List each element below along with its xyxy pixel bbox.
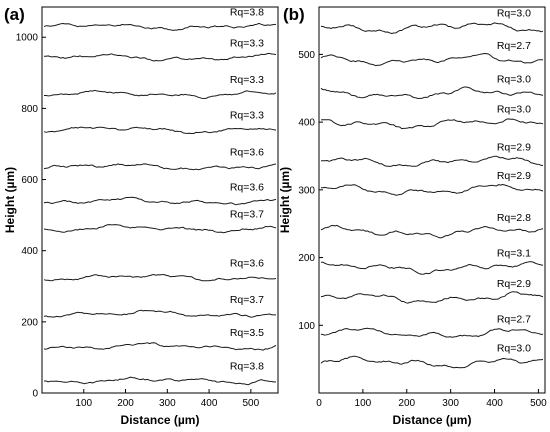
profile-line (320, 327, 544, 338)
plot-frame (318, 6, 546, 394)
x-tick-label: 0 (316, 398, 322, 409)
profile-line (321, 261, 544, 275)
y-tick-label: 300 (298, 185, 315, 196)
rq-label: Rq=2.7 (497, 313, 531, 325)
profile-line (43, 196, 277, 206)
profile-line (321, 155, 544, 167)
y-tick-label: 200 (21, 317, 38, 328)
y-tick-label: 1000 (16, 33, 39, 44)
y-tick-label: 400 (298, 118, 315, 129)
x-tick-label: 100 (75, 398, 92, 409)
profile-line (320, 355, 544, 369)
y-axis-label: Height (µm) (278, 167, 292, 233)
rq-label: Rq=3.0 (497, 343, 531, 355)
profile-line (43, 126, 277, 134)
rq-label: Rq=3.3 (230, 74, 264, 86)
panel-a: (a) 100 200 300 400 500 0 200 400 600 800 1000 Dista… (3, 5, 279, 427)
plot-frame (41, 6, 279, 394)
rq-label: Rq=2.8 (497, 212, 531, 224)
profile-line (44, 376, 277, 386)
rq-label: Rq=2.7 (497, 40, 531, 52)
profile-line (43, 309, 276, 318)
panel-label: (b) (283, 5, 305, 24)
x-tick-label: 500 (530, 398, 547, 409)
x-tick-label: 400 (201, 398, 218, 409)
rq-label: Rq=3.3 (230, 110, 264, 122)
profile-line (320, 22, 544, 34)
rq-label: Rq=3.0 (497, 74, 531, 86)
rq-label: Rq=3.5 (230, 327, 264, 339)
y-tick-label: 500 (298, 50, 315, 61)
x-tick-label: 300 (159, 398, 176, 409)
profile-line (43, 163, 277, 171)
rq-label: Rq=3.6 (230, 257, 264, 269)
panel-b: (b) 0 100 200 300 400 500 100 200 300 400 500 Distan… (278, 5, 547, 427)
rq-label: Rq=3.3 (230, 38, 264, 50)
profile-line (43, 53, 277, 62)
rq-label: Rq=3.7 (230, 294, 264, 306)
rq-label: Rq=3.7 (230, 209, 264, 221)
x-tick-label: 300 (442, 398, 459, 409)
profile-line (320, 118, 544, 130)
x-tick-label: 400 (486, 398, 503, 409)
profile-line (320, 184, 544, 196)
panel-label: (a) (4, 5, 25, 24)
x-tick-label: 100 (355, 398, 372, 409)
x-tick-label: 200 (398, 398, 415, 409)
rq-label: Rq=3.8 (230, 7, 264, 19)
profile-line (320, 291, 544, 304)
y-axis-label: Height (µm) (3, 167, 17, 233)
rq-label: Rq=2.9 (497, 278, 531, 290)
profile-line (43, 342, 277, 351)
rq-label: Rq=3.0 (497, 7, 531, 19)
profile-line (320, 53, 544, 67)
x-tick-label: 500 (243, 398, 260, 409)
rq-label: Rq=3.6 (230, 147, 264, 159)
x-axis-label: Distance (µm) (393, 413, 472, 427)
rq-label: Rq=3.6 (230, 182, 264, 194)
profile-line (43, 22, 277, 31)
profile-line (320, 86, 544, 99)
rq-label: Rq=3.0 (497, 103, 531, 115)
y-tick-label: 800 (21, 104, 38, 115)
x-axis-label: Distance (µm) (121, 413, 200, 427)
y-tick-label: 200 (298, 253, 315, 264)
profile-line (43, 274, 277, 282)
profile-line (43, 224, 277, 234)
profile-line (44, 89, 277, 99)
profile-line (320, 224, 544, 239)
y-tick-label: 600 (21, 175, 38, 186)
x-tick-label: 200 (117, 398, 134, 409)
rq-label: Rq=2.9 (497, 141, 531, 153)
rq-label: Rq=2.9 (497, 170, 531, 182)
rq-label: Rq=3.8 (230, 361, 264, 373)
y-tick-label: 100 (298, 321, 315, 332)
rq-label: Rq=3.1 (497, 248, 531, 260)
y-tick-label: 400 (21, 246, 38, 257)
y-tick-label: 0 (32, 389, 38, 400)
